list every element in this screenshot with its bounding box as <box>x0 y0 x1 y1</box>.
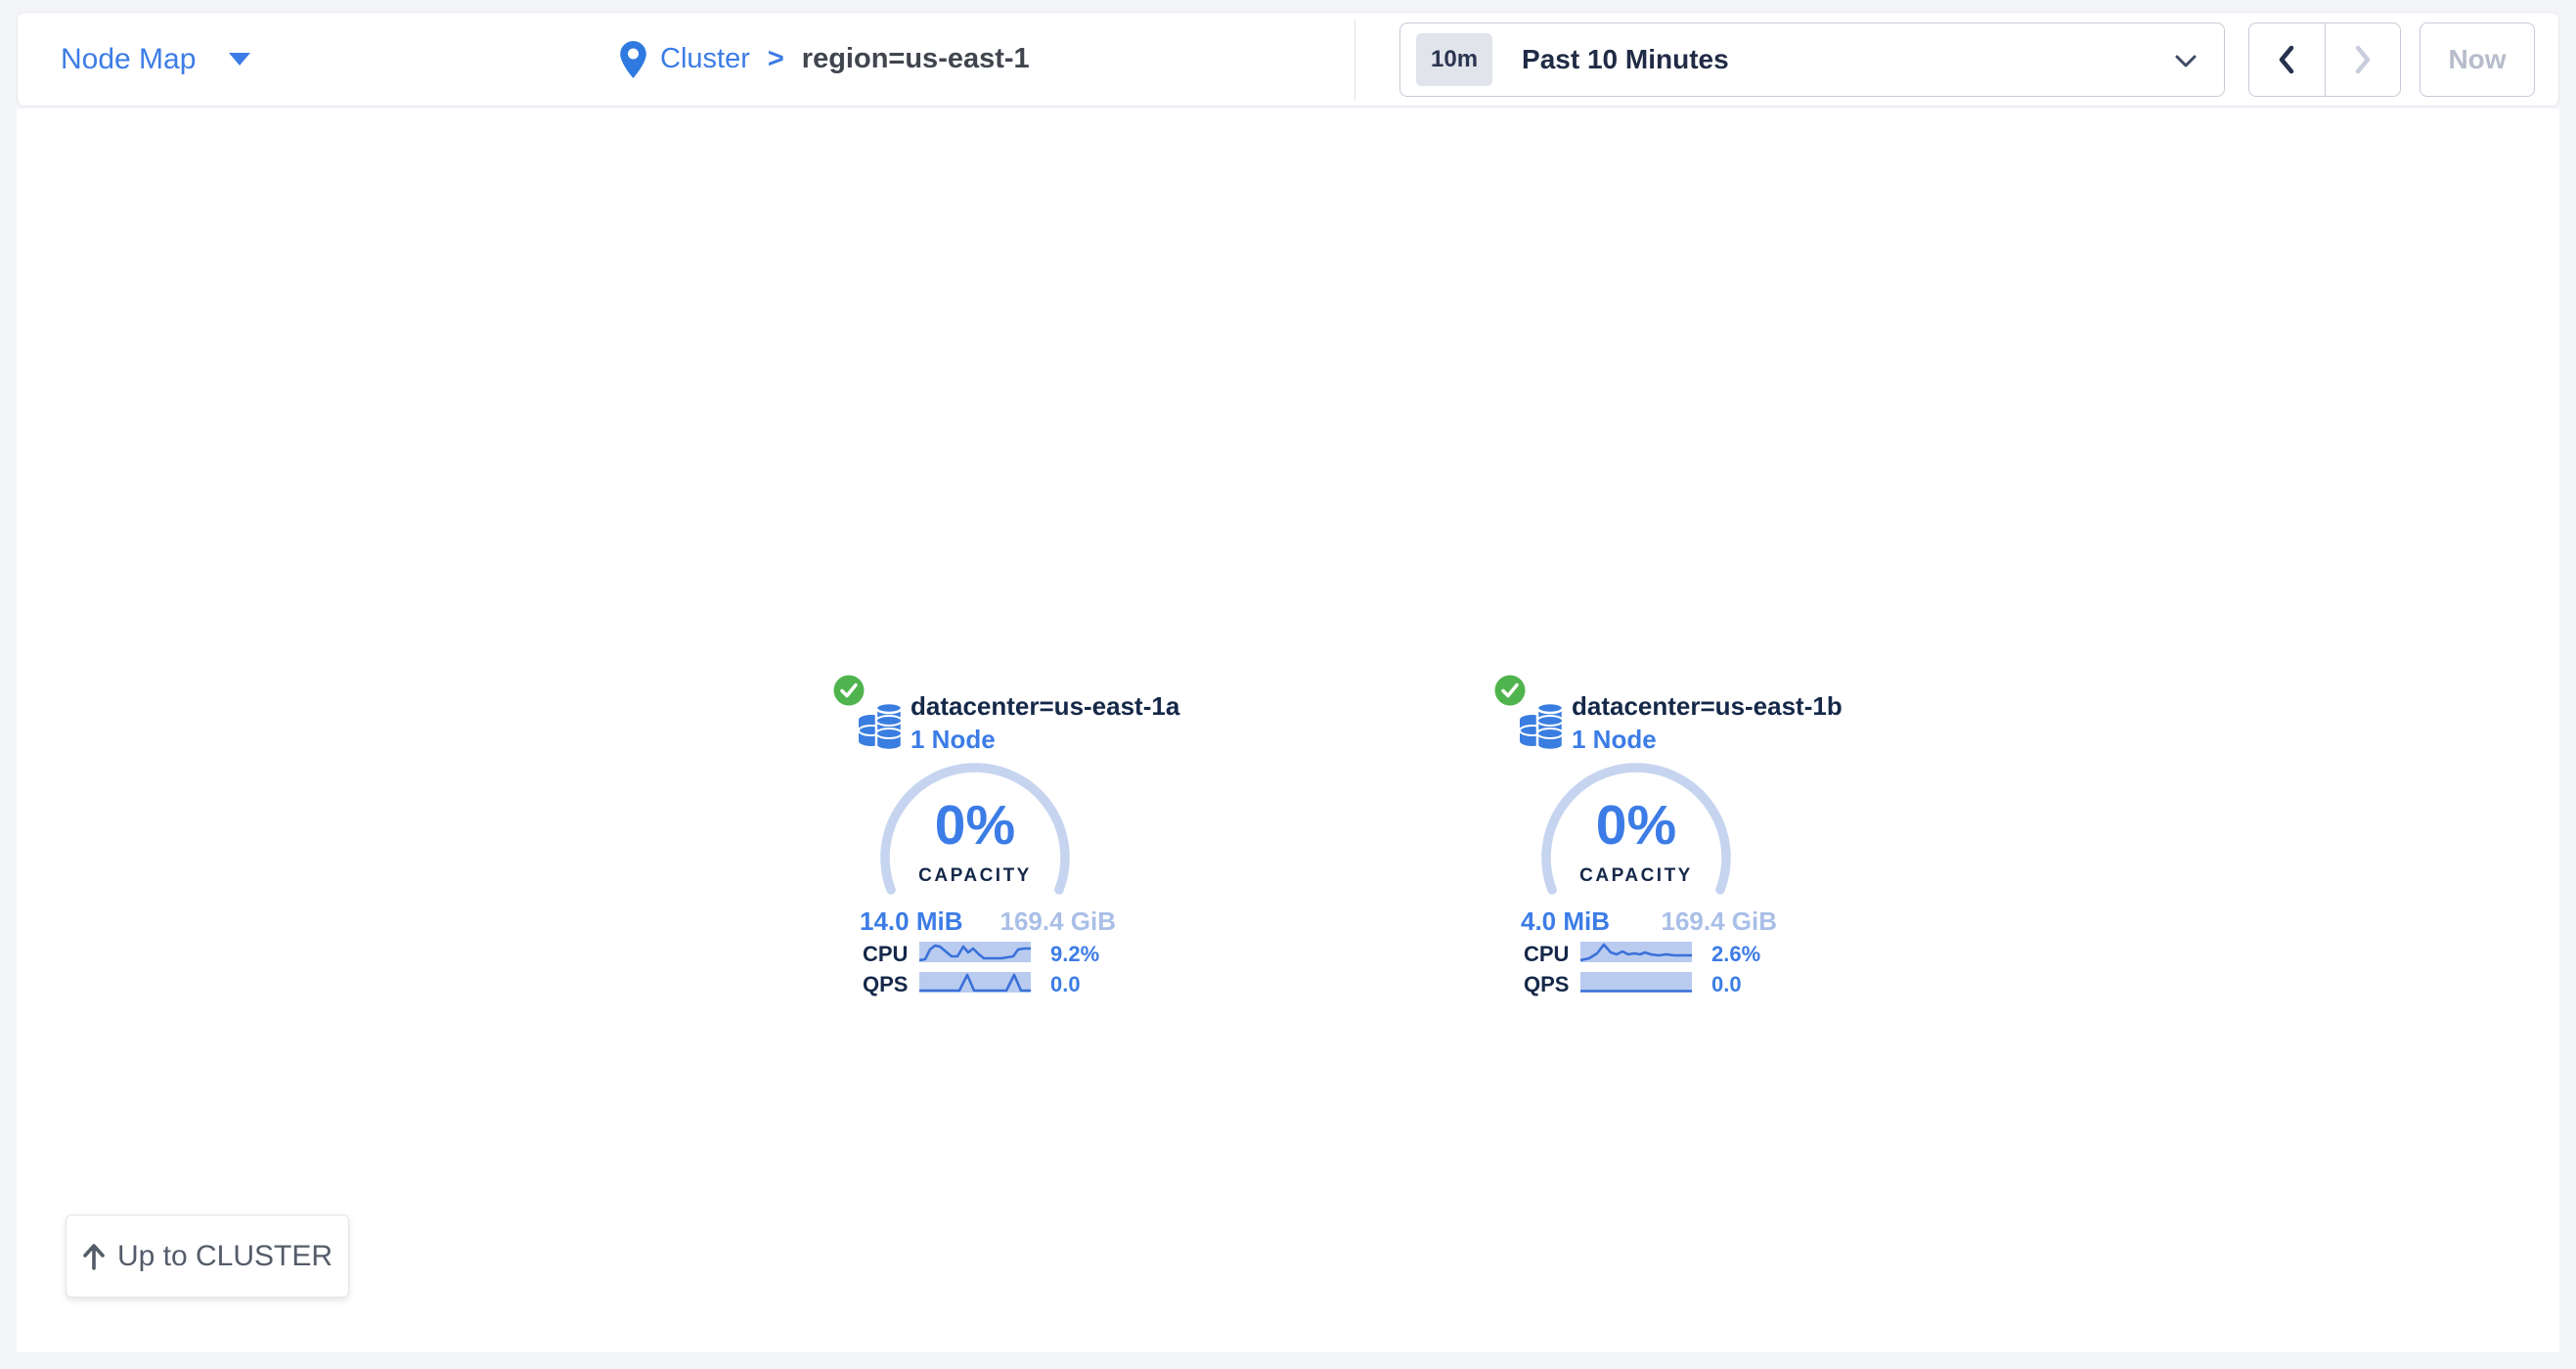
time-range-stepper <box>2248 22 2401 97</box>
locality-card-us-east-1a[interactable]: datacenter=us-east-1a 1 Node 0% CAPACITY… <box>833 675 1179 1012</box>
chevron-left-icon <box>2280 45 2294 74</box>
view-selector-label: Node Map <box>61 42 197 75</box>
location-pin-icon <box>620 40 646 78</box>
capacity-row: 4.0 MiB 169.4 GiB <box>1521 906 1777 937</box>
cpu-sparkline <box>919 942 1031 962</box>
breadcrumb-separator: > <box>767 43 784 74</box>
healthy-check-icon <box>833 675 865 706</box>
qps-value: 0.0 <box>1050 972 1081 996</box>
chevron-down-icon <box>2175 55 2197 67</box>
qps-label: QPS <box>1524 972 1570 996</box>
view-selector-dropdown[interactable]: Node Map <box>61 13 251 106</box>
arrow-up-icon <box>83 1243 105 1270</box>
capacity-total-value: 169.4 GiB <box>1661 906 1777 936</box>
up-to-cluster-label: Up to CLUSTER <box>116 1239 333 1272</box>
database-stack-icon <box>1519 701 1564 752</box>
locality-card-us-east-1b[interactable]: datacenter=us-east-1b 1 Node 0% CAPACITY… <box>1494 675 1843 1012</box>
caret-down-icon <box>229 53 251 66</box>
qps-label: QPS <box>863 972 909 996</box>
locality-node-count: 1 Node <box>910 725 996 754</box>
up-to-cluster-button[interactable]: Up to CLUSTER <box>66 1214 349 1298</box>
cpu-value: 2.6% <box>1711 942 1761 966</box>
capacity-percent: 0% <box>1595 794 1677 857</box>
capacity-used-value: 14.0 MiB <box>860 906 963 936</box>
chevron-right-icon <box>2355 45 2370 74</box>
capacity-caption: CAPACITY <box>918 865 1032 886</box>
database-stack-icon <box>858 701 903 752</box>
time-range-label: Past 10 Minutes <box>1522 44 1729 74</box>
time-range-badge: 10m <box>1416 33 1493 86</box>
cpu-label: CPU <box>1524 942 1570 966</box>
capacity-gauge-arc <box>880 763 1070 895</box>
qps-value: 0.0 <box>1711 972 1742 996</box>
capacity-caption: CAPACITY <box>1579 865 1693 886</box>
cpu-label: CPU <box>863 942 909 966</box>
capacity-row: 14.0 MiB 169.4 GiB <box>860 906 1116 937</box>
qps-sparkline <box>919 972 1031 993</box>
node-map-canvas: datacenter=us-east-1a 1 Node 0% CAPACITY… <box>17 109 2559 1352</box>
healthy-check-icon <box>1494 675 1526 706</box>
capacity-gauge-arc <box>1541 763 1731 895</box>
locality-title: datacenter=us-east-1b <box>1572 691 1843 721</box>
time-range-dropdown[interactable]: 10m Past 10 Minutes <box>1399 22 2225 97</box>
locality-title: datacenter=us-east-1a <box>910 691 1180 721</box>
cpu-sparkline <box>1580 942 1692 962</box>
capacity-used-value: 4.0 MiB <box>1521 906 1611 936</box>
top-toolbar: Node Map Cluster > region=us-east-1 10m … <box>17 12 2559 107</box>
time-step-forward-button[interactable] <box>2326 23 2401 96</box>
cpu-value: 9.2% <box>1050 942 1100 966</box>
capacity-total-value: 169.4 GiB <box>999 906 1116 936</box>
qps-sparkline <box>1580 972 1692 993</box>
breadcrumb-current-locality: region=us-east-1 <box>801 43 1030 74</box>
breadcrumb-cluster-link[interactable]: Cluster <box>660 43 750 74</box>
time-step-back-button[interactable] <box>2249 23 2326 96</box>
now-button[interactable]: Now <box>2420 22 2535 97</box>
locality-node-count: 1 Node <box>1572 725 1657 754</box>
capacity-percent: 0% <box>934 794 1016 857</box>
breadcrumb: Cluster > region=us-east-1 <box>620 13 1030 106</box>
